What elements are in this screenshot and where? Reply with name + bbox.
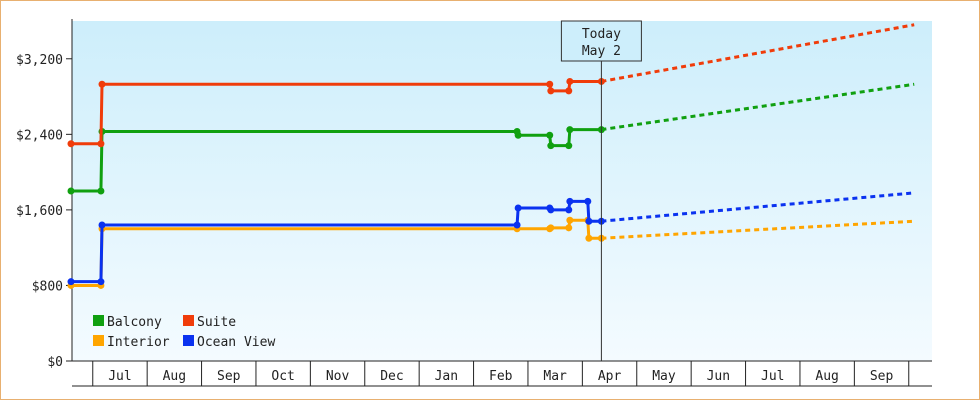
legend-label: Suite (197, 315, 236, 330)
data-point (546, 80, 554, 88)
x-tick-label: May (652, 369, 676, 384)
data-point (584, 197, 592, 205)
data-point (566, 126, 574, 134)
data-point (67, 278, 75, 286)
data-point (514, 204, 522, 212)
data-point (565, 206, 573, 214)
data-point (547, 206, 555, 214)
series-line (71, 128, 602, 193)
y-tick-label: $1,600 (16, 204, 63, 219)
y-tick-label: $2,400 (16, 128, 63, 143)
plot-area (72, 21, 932, 361)
data-point (67, 187, 75, 195)
data-point (566, 197, 574, 205)
data-point (585, 217, 593, 225)
x-tick-label: Jul (108, 369, 131, 384)
series-projection (601, 23, 915, 83)
legend-swatch (183, 335, 194, 346)
y-tick-label: $3,200 (16, 53, 63, 68)
data-point (514, 131, 522, 139)
today-label-box (560, 20, 642, 62)
x-tick-label: Mar (543, 369, 567, 384)
x-tick-label: Dec (380, 369, 403, 384)
data-point (547, 87, 555, 95)
data-point (565, 224, 573, 232)
legend-label: Ocean View (197, 335, 275, 350)
data-point (547, 224, 555, 232)
legend-swatch (93, 315, 104, 326)
x-tick-label: Oct (271, 369, 294, 384)
today-label: Today (582, 27, 621, 42)
data-point (98, 80, 106, 88)
x-tick-label: Aug (163, 369, 186, 384)
legend-label: Interior (107, 335, 170, 350)
series-projection (601, 191, 915, 223)
data-point (565, 142, 573, 150)
data-point (566, 216, 574, 224)
x-tick-label: Nov (326, 369, 350, 384)
y-tick-label: $0 (47, 355, 63, 370)
x-tick-label: Jan (435, 369, 458, 384)
data-point (97, 140, 105, 148)
data-point (547, 142, 555, 150)
x-tick-label: Sep (217, 369, 241, 384)
data-point (546, 131, 554, 139)
data-point (67, 140, 75, 148)
legend-swatch (93, 335, 104, 346)
data-point (97, 278, 105, 286)
data-point (565, 87, 573, 95)
data-point (585, 234, 593, 242)
x-tick-label: Sep (870, 369, 894, 384)
x-tick-label: Jun (707, 369, 730, 384)
data-point (97, 187, 105, 195)
legend-swatch (183, 315, 194, 326)
today-date: May 2 (582, 44, 621, 59)
x-tick-label: Apr (598, 369, 622, 384)
series-projection (601, 219, 915, 240)
x-tick-label: Feb (489, 369, 513, 384)
series-projection (601, 82, 915, 132)
legend-label: Balcony (107, 315, 162, 330)
data-point (513, 221, 521, 229)
y-tick-label: $800 (32, 279, 63, 294)
data-point (98, 221, 106, 229)
data-point (566, 77, 574, 85)
x-tick-label: Aug (815, 369, 838, 384)
x-tick-label: Jul (761, 369, 784, 384)
